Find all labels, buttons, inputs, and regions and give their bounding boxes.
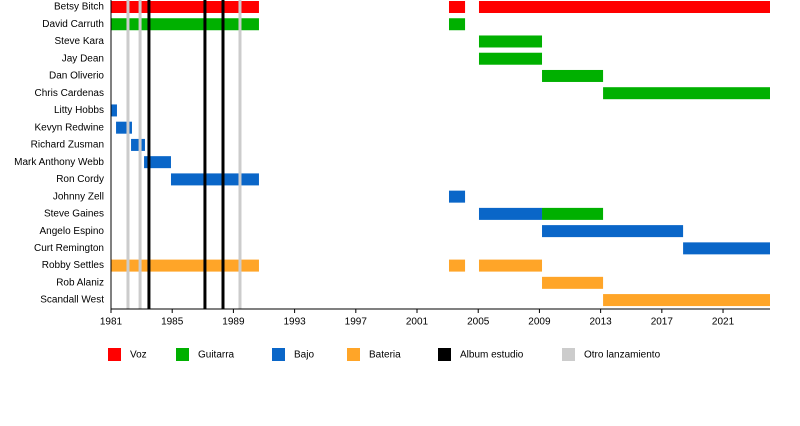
bar	[170, 173, 259, 186]
row-label: David Carruth	[42, 19, 104, 30]
bar	[111, 259, 259, 272]
row-label: Litty Hobbs	[54, 105, 104, 116]
row-label: Rob Alaniz	[56, 277, 104, 288]
bar	[448, 18, 466, 31]
bar	[111, 1, 259, 13]
row-label: Scandall West	[40, 295, 104, 306]
row-label: Richard Zusman	[31, 140, 104, 151]
legend-swatch	[108, 348, 121, 361]
bar	[111, 18, 259, 31]
bar	[478, 52, 543, 65]
legend-swatch	[176, 348, 189, 361]
bar	[116, 121, 132, 134]
bar	[603, 294, 770, 307]
x-tick-label: 2005	[467, 317, 490, 328]
legend-label: Bajo	[294, 350, 314, 361]
bar	[478, 1, 770, 13]
bar	[478, 259, 543, 272]
row-label: Curt Remington	[34, 243, 104, 254]
bar	[131, 138, 145, 151]
row-label: Steve Kara	[55, 36, 105, 47]
row-label: Betsy Bitch	[54, 2, 104, 13]
row-label: Mark Anthony Webb	[14, 157, 104, 168]
legend-swatch	[347, 348, 360, 361]
row-label: Johnny Zell	[53, 191, 104, 202]
bar	[448, 190, 466, 203]
x-tick-label: 2013	[589, 317, 612, 328]
x-tick-label: 1989	[222, 317, 245, 328]
row-label: Ron Cordy	[56, 174, 104, 185]
row-label: Angelo Espino	[40, 226, 105, 237]
row-label: Chris Cardenas	[35, 88, 104, 99]
legend-swatch	[272, 348, 285, 361]
bar	[542, 276, 604, 289]
legend-swatch	[438, 348, 451, 361]
row-label: Kevyn Redwine	[35, 122, 105, 133]
row-label: Robby Settles	[42, 260, 104, 271]
bar	[542, 69, 604, 82]
bar	[448, 259, 466, 272]
row-label: Jay Dean	[62, 53, 104, 64]
x-tick-label: 1993	[283, 317, 306, 328]
x-tick-label: 1985	[161, 317, 184, 328]
row-label: Steve Gaines	[44, 209, 104, 220]
legend-label: Album estudio	[460, 350, 524, 361]
bar	[478, 35, 543, 48]
x-tick-label: 2021	[712, 317, 735, 328]
x-tick-label: 2001	[406, 317, 429, 328]
x-tick-label: 2017	[651, 317, 674, 328]
bar	[603, 87, 770, 100]
legend-swatch	[562, 348, 575, 361]
row-label: Dan Oliverio	[49, 71, 104, 82]
x-tick-label: 1981	[100, 317, 123, 328]
bar	[542, 207, 604, 220]
bar	[111, 104, 117, 117]
legend-label: Bateria	[369, 350, 401, 361]
legend-label: Otro lanzamiento	[584, 350, 661, 361]
bar	[448, 1, 466, 13]
bar	[144, 156, 171, 169]
x-tick-label: 1997	[345, 317, 368, 328]
bar	[683, 242, 770, 255]
x-tick-label: 2009	[528, 317, 551, 328]
bar	[542, 225, 684, 238]
legend-label: Voz	[130, 350, 147, 361]
bar	[478, 207, 543, 220]
legend-label: Guitarra	[198, 350, 235, 361]
